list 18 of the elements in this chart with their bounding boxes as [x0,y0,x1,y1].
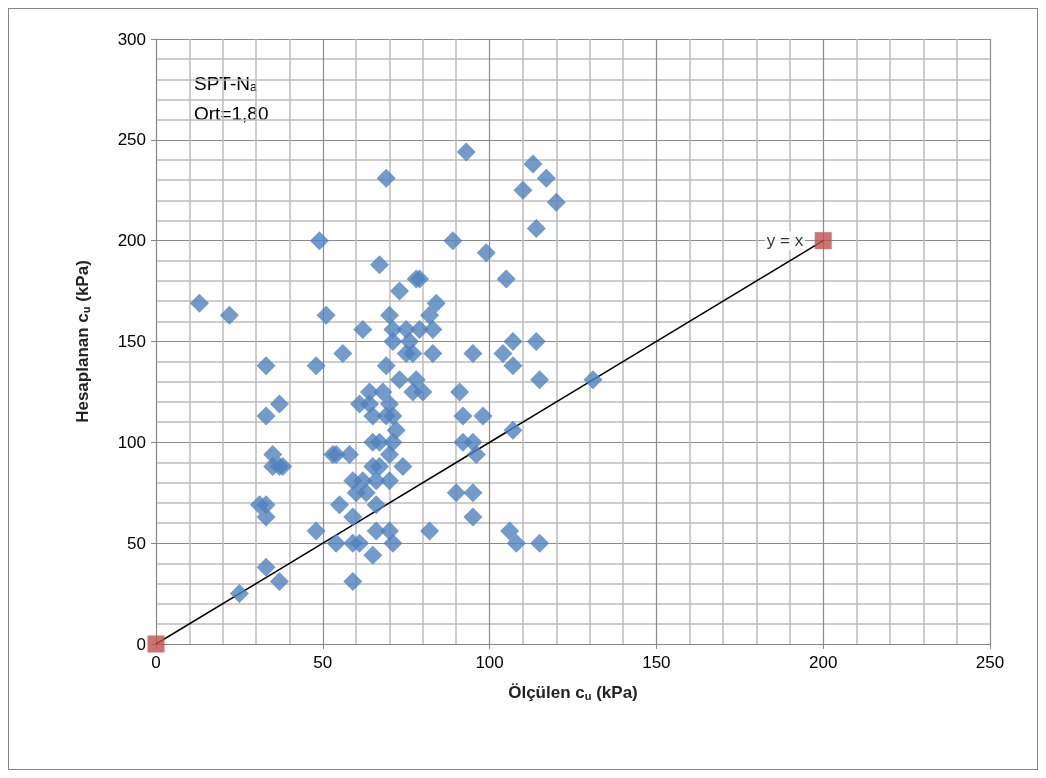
y-tick-label: 0 [136,634,146,654]
y-tick-label: 300 [117,29,146,49]
x-tick-label: 100 [475,653,504,672]
x-axis-title: Ölçülen cu (kPa) [508,683,638,703]
x-tick-label: 0 [151,653,161,672]
annotation: SPT-Na [194,73,257,95]
y-tick-label: 200 [117,231,146,251]
annotation: Ort=1,80 [194,103,269,124]
x-tick-label: 50 [313,653,333,672]
y-tick-label: 250 [117,130,146,150]
x-tick-label: 250 [975,653,1005,672]
y-tick-label: 50 [127,533,146,553]
annotation: y = x [766,231,804,251]
y-tick-label: 100 [117,432,146,452]
y-tick-label: 150 [117,332,146,351]
x-tick-label: 150 [642,653,671,672]
x-tick-label: 200 [809,653,838,672]
y-axis-title: Hesaplanan cu (kPa) [72,260,92,423]
